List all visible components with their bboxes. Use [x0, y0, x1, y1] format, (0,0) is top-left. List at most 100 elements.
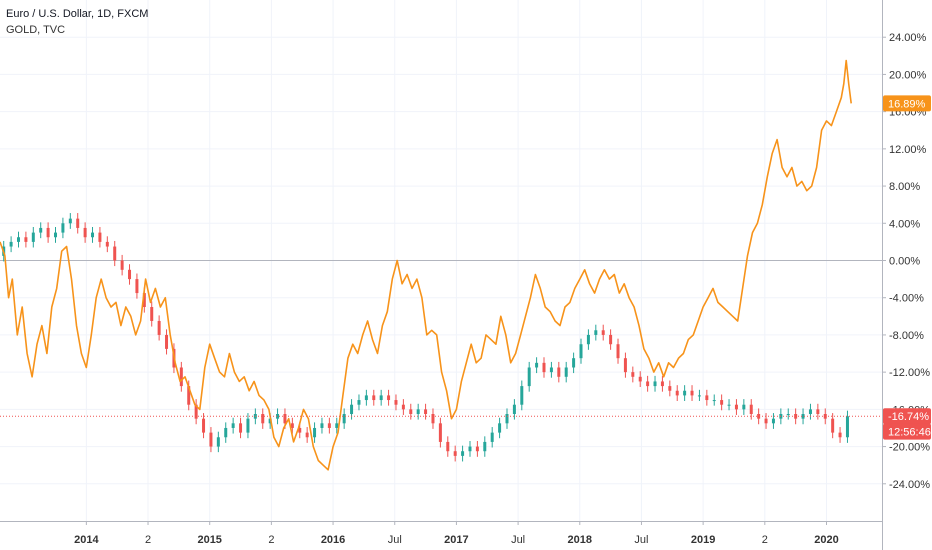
eur-candle-body [461, 451, 465, 456]
eur-candle-body [757, 414, 761, 419]
eur-candle-body [24, 237, 28, 242]
eur-candle-body [586, 334, 590, 345]
eur-candle-body [535, 362, 539, 368]
eur-candle-body [512, 404, 516, 415]
eur-candle-body [808, 409, 812, 415]
x-tick-label: 2 [268, 534, 274, 546]
eur-candle-body [609, 334, 613, 345]
eur-candle-body [838, 432, 842, 438]
eur-candle-body [409, 409, 413, 415]
x-tick-label: 2018 [568, 534, 592, 546]
eur-candle-body [668, 386, 672, 391]
legend-gold[interactable]: GOLD, TVC [6, 24, 66, 36]
eur-candle-body [742, 404, 746, 410]
x-tick-label: 2 [762, 534, 768, 546]
legend-eurusd[interactable]: Euro / U.S. Dollar, 1D, FXCM [6, 8, 149, 20]
eur-candle-body [231, 423, 235, 428]
gold-last-value-badge [883, 95, 931, 112]
x-tick-label: Jul [634, 534, 648, 546]
eur-candle-body [453, 451, 457, 456]
eur-candle-body [209, 432, 213, 447]
eur-candle-body [801, 414, 805, 419]
eur-candle-body [120, 260, 124, 270]
eur-candle-body [135, 279, 139, 294]
y-tick-label: 24.00% [889, 32, 927, 44]
eur-candle-body [505, 414, 509, 424]
eur-candle-body [720, 400, 724, 405]
axes [0, 0, 883, 550]
eur-last-value-label: -16.74% [888, 411, 929, 423]
x-tick-label: 2014 [74, 534, 99, 546]
eur-candle-body [446, 441, 450, 452]
eur-candle-body [202, 418, 206, 433]
value-badges: 16.89% -16.74% 12:56:46 [883, 95, 931, 440]
y-tick-label: -20.00% [889, 442, 930, 454]
series-gold [0, 59, 852, 471]
eur-candle-body [31, 232, 35, 242]
series-eurusd [2, 213, 849, 462]
eur-candle-body [298, 427, 302, 433]
x-tick-label: 2020 [814, 534, 838, 546]
eur-candle-body [845, 416, 849, 438]
eur-candle-body [372, 395, 376, 401]
eur-candle-body [46, 227, 50, 238]
eur-candle-body [39, 227, 43, 233]
eur-candle-body [557, 367, 561, 377]
eur-candle-body [660, 381, 664, 387]
eur-candle-body [683, 390, 687, 396]
eur-candle-body [357, 400, 361, 405]
eur-countdown-label: 12:56:46 [888, 427, 931, 439]
legend: Euro / U.S. Dollar, 1D, FXCM GOLD, TVC [6, 6, 148, 38]
eur-candle-body [705, 395, 709, 401]
eur-candle-body [734, 404, 738, 410]
y-tick-label: 8.00% [889, 181, 920, 193]
eur-candle-body [290, 423, 294, 428]
eur-candle-body [623, 358, 627, 373]
x-tick-label: 2 [145, 534, 151, 546]
eur-candle-body [261, 414, 265, 424]
eur-candle-body [327, 423, 331, 428]
eur-candle-body [475, 446, 479, 452]
eur-candle-body [157, 320, 161, 335]
eur-candle-body [91, 232, 95, 238]
eur-candle-body [638, 376, 642, 382]
eur-candle-body [424, 409, 428, 415]
eur-candle-body [194, 404, 198, 419]
eur-candle-body [749, 404, 753, 415]
eur-candle-body [490, 432, 494, 442]
eur-candle-body [165, 334, 169, 349]
eur-candle-body [416, 409, 420, 415]
eur-candle-body [335, 423, 339, 428]
eur-candle-body [268, 418, 272, 424]
eur-candle-body [128, 269, 132, 280]
y-tick-label: 20.00% [889, 69, 927, 81]
eur-candle-body [401, 404, 405, 410]
eur-candle-body [364, 395, 368, 401]
x-tick-label: Jul [511, 534, 525, 546]
eur-candle-body [76, 218, 80, 228]
eur-candle-body [379, 395, 383, 401]
eur-countdown-badge [883, 423, 931, 440]
eur-candle-body [350, 404, 354, 415]
eur-candle-body [105, 241, 109, 247]
eur-candle-body [224, 427, 228, 438]
y-tick-label: 0.00% [889, 256, 920, 268]
eur-candle-body [542, 362, 546, 373]
gold-last-value-label: 16.89% [888, 98, 926, 110]
y-tick-label: -4.00% [889, 293, 924, 305]
eur-candle-body [98, 232, 102, 242]
eur-candle-body [712, 400, 716, 402]
eur-candle-body [631, 372, 635, 377]
eur-candle-body [579, 344, 583, 359]
eur-candle-body [187, 386, 191, 405]
eur-candle-body [438, 423, 442, 442]
eur-candle-body [498, 423, 502, 433]
y-tick-label: -24.00% [889, 479, 930, 491]
eur-candle-body [216, 437, 220, 447]
eur-candle-body [653, 381, 657, 387]
eur-candle-body [9, 241, 13, 247]
eur-candle-body [727, 404, 731, 406]
eur-candle-body [771, 418, 775, 424]
eur-candle-body [697, 395, 701, 397]
